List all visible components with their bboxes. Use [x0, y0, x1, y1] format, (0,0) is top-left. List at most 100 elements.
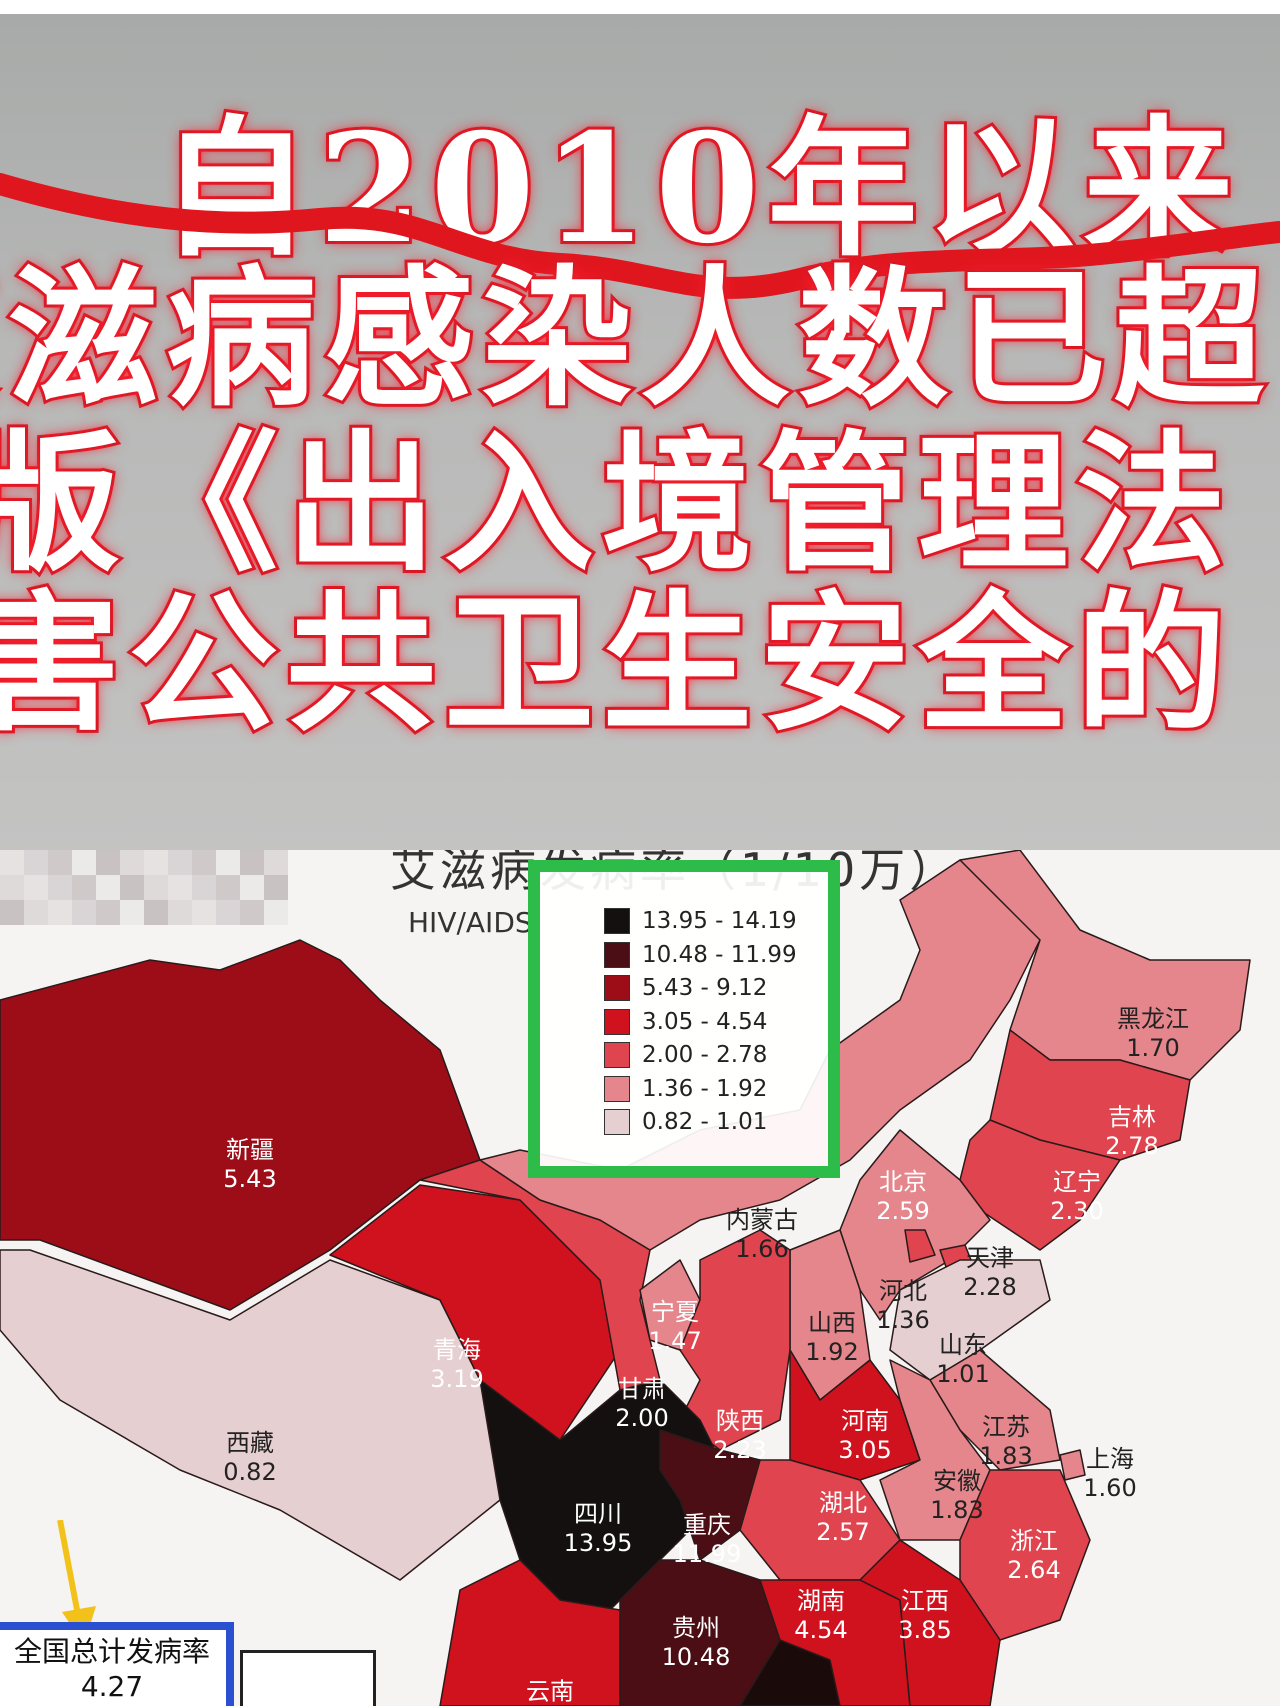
province-label: 吉林 2.78 — [1105, 1103, 1158, 1161]
mosaic-block — [240, 850, 264, 875]
legend-item: 5.43 - 9.12 — [604, 975, 767, 1001]
province-label: 青海 3.19 — [430, 1336, 483, 1394]
province-label: 河北 1.36 — [876, 1277, 929, 1335]
legend-swatch — [604, 1042, 630, 1068]
mosaic-block — [120, 850, 144, 875]
province-value: 0.82 — [223, 1458, 277, 1486]
legend-item: 13.95 - 14.19 — [604, 908, 797, 934]
province-label: 河南 3.05 — [838, 1407, 891, 1465]
mosaic-block — [0, 875, 24, 900]
mosaic-block — [168, 850, 192, 875]
province-value: 1.83 — [979, 1442, 1033, 1470]
mosaic-block — [192, 900, 216, 925]
watermark-mosaic — [0, 850, 288, 925]
caption-line: 自2010年以来 — [157, 101, 1242, 277]
province-value: 1.70 — [1126, 1034, 1180, 1062]
province-name: 河南 — [841, 1407, 889, 1436]
legend-range: 1.36 - 1.92 — [642, 1075, 768, 1102]
province-label: 辽宁 2.30 — [1050, 1168, 1103, 1226]
legend-range: 0.82 - 1.01 — [642, 1109, 768, 1135]
province-name: 宁夏 — [651, 1298, 699, 1327]
province-label: 湖北 2.57 — [816, 1489, 869, 1547]
province-label: 西藏 0.82 — [223, 1429, 276, 1487]
province-value: 5.43 — [223, 1165, 277, 1193]
province-value: 2.00 — [615, 1404, 669, 1432]
legend-swatch — [604, 941, 630, 968]
province-label: 陕西 2.23 — [713, 1407, 766, 1465]
caption-line: 艾滋病感染人数已超 — [0, 251, 1273, 427]
mosaic-block — [192, 850, 216, 875]
province-shape — [904, 1229, 936, 1263]
legend-swatch — [604, 1008, 630, 1035]
province-value: 1.92 — [805, 1338, 859, 1366]
province-name: 上海 — [1086, 1445, 1134, 1474]
province-value: 1.47 — [648, 1327, 702, 1355]
province-name: 湖南 — [797, 1587, 845, 1616]
legend-item: 10.48 - 11.99 — [604, 941, 797, 968]
province-name: 辽宁 — [1053, 1168, 1101, 1197]
mosaic-block — [24, 875, 48, 900]
province-name: 陕西 — [716, 1407, 764, 1436]
province-label: 江西 3.85 — [898, 1587, 951, 1645]
mosaic-block — [168, 875, 192, 900]
south-china-sea-inset — [240, 1650, 376, 1706]
province-name: 云南 — [526, 1677, 574, 1706]
province-value: 1.66 — [735, 1235, 789, 1263]
province-value: 2.28 — [963, 1273, 1017, 1301]
map-subtitle: HIV/AIDS — [408, 906, 533, 939]
mosaic-block — [72, 875, 96, 900]
province-name: 山西 — [808, 1309, 856, 1338]
province-name: 新疆 — [226, 1136, 274, 1165]
mosaic-block — [216, 875, 240, 900]
province-name: 山东 — [939, 1331, 987, 1360]
province-label: 甘肃 2.00 — [615, 1375, 668, 1433]
province-name: 黑龙江 — [1117, 1005, 1189, 1034]
province-value: 2.78 — [1105, 1132, 1159, 1160]
legend-range: 13.95 - 14.19 — [642, 908, 797, 934]
province-shape — [889, 1259, 1051, 1381]
province-label: 新疆 5.43 — [223, 1136, 276, 1194]
province-label: 安徽 1.83 — [930, 1467, 983, 1525]
province-value: 4.54 — [794, 1616, 848, 1644]
province-value: 11.99 — [672, 1540, 742, 1568]
legend-range: 10.48 - 11.99 — [642, 941, 797, 968]
province-shape — [1059, 1449, 1086, 1481]
province-name: 北京 — [879, 1168, 927, 1197]
national-total-label: 全国总计发病率 — [13, 1635, 210, 1668]
mosaic-block — [72, 900, 96, 925]
province-shape — [959, 1119, 1121, 1251]
province-value: 1.36 — [876, 1306, 930, 1334]
province-label: 天津 2.28 — [963, 1244, 1016, 1302]
province-name: 甘肃 — [618, 1375, 666, 1404]
province-name: 吉林 — [1108, 1103, 1156, 1132]
video-caption-banner: 自2010年以来 艾滋病感染人数已超 版《出入境管理法 害公共卫生安全的 — [0, 14, 1280, 850]
mosaic-block — [144, 900, 168, 925]
mosaic-block — [0, 900, 24, 925]
province-label: 贵州 10.48 — [662, 1614, 731, 1672]
mosaic-block — [72, 850, 96, 875]
province-label: 江苏 1.83 — [979, 1413, 1032, 1471]
mosaic-block — [168, 900, 192, 925]
legend-range: 2.00 - 2.78 — [642, 1042, 768, 1068]
province-label: 宁夏 1.47 — [648, 1298, 701, 1356]
province-name: 天津 — [966, 1244, 1014, 1273]
mosaic-block — [96, 900, 120, 925]
province-label: 云南 — [526, 1678, 574, 1706]
province-name: 四川 — [574, 1500, 622, 1529]
mosaic-block — [48, 850, 72, 875]
caption-line: 版《出入境管理法 — [0, 416, 1235, 592]
province-label: 黑龙江 1.70 — [1117, 1005, 1189, 1063]
red-scribble-line — [0, 173, 1280, 299]
province-label: 内蒙古 1.66 — [726, 1206, 798, 1264]
province-name: 江西 — [901, 1587, 949, 1616]
mosaic-block — [24, 850, 48, 875]
province-value: 2.59 — [876, 1197, 930, 1225]
province-value: 2.30 — [1050, 1197, 1104, 1225]
mosaic-block — [240, 875, 264, 900]
province-name: 贵州 — [672, 1614, 720, 1643]
province-name: 湖北 — [819, 1489, 867, 1518]
province-value: 1.60 — [1083, 1474, 1137, 1502]
legend-item: 3.05 - 4.54 — [604, 1008, 768, 1035]
legend-range: 3.05 - 4.54 — [642, 1008, 768, 1035]
province-name: 河北 — [879, 1277, 927, 1306]
